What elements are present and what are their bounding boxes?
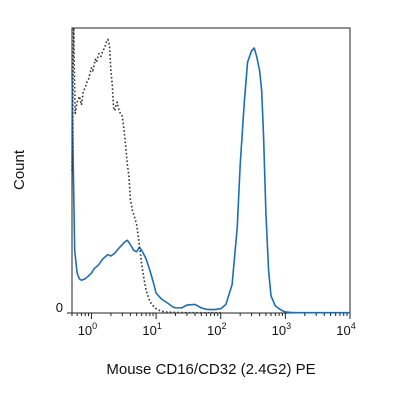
y-tick-label: 0 xyxy=(56,300,63,315)
x-axis-label: Mouse CD16/CD32 (2.4G2) PE xyxy=(106,361,315,378)
y-axis-ticks: 0 xyxy=(56,300,72,315)
x-tick-label: 100 xyxy=(78,321,97,338)
series-line-1 xyxy=(71,47,350,314)
x-tick-label: 101 xyxy=(142,321,161,338)
x-axis-ticks: 100 101 102 103 104 xyxy=(71,313,356,338)
x-tick-label: 102 xyxy=(207,321,226,338)
series-layer xyxy=(71,27,350,314)
series-line-2 xyxy=(71,27,221,314)
y-axis-label: Count xyxy=(11,149,28,190)
x-tick-label: 103 xyxy=(272,321,291,338)
plot-frame xyxy=(71,27,351,314)
x-tick-label: 104 xyxy=(336,321,355,338)
